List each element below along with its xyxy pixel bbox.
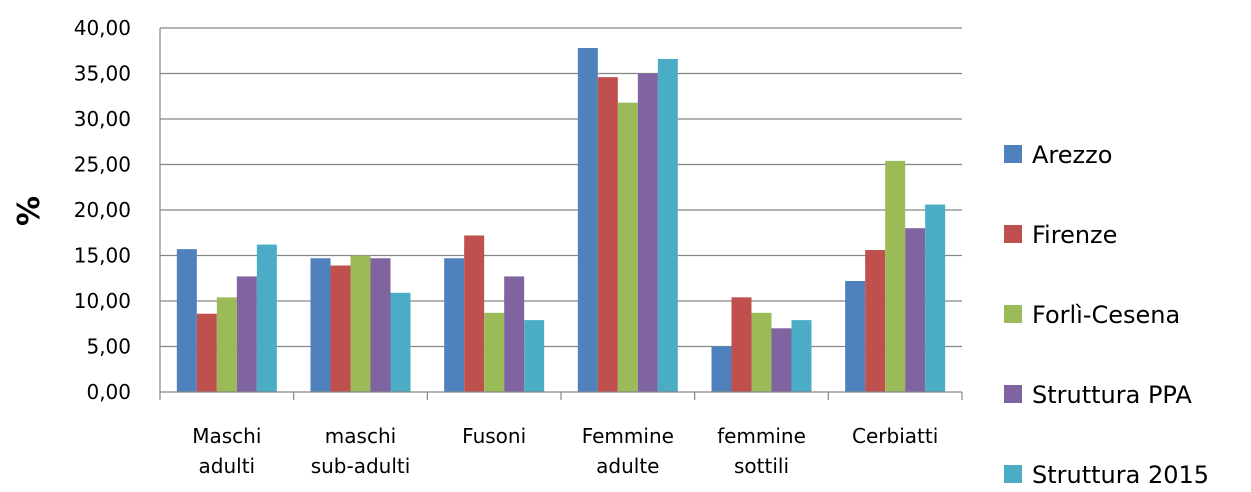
x-category-label: Cerbiatti [852, 424, 938, 448]
x-category-label: femmine sottili [717, 424, 806, 478]
legend-label: Arezzo [1032, 141, 1112, 169]
bar-struttura-ppa-5 [905, 228, 926, 392]
y-tick-label: 40,00 [74, 16, 131, 40]
bar-struttura-ppa-4 [771, 328, 792, 392]
bar-struttura-2015-4 [791, 320, 812, 392]
bar-struttura-ppa-0 [236, 276, 257, 392]
legend-swatch [1004, 385, 1022, 403]
bar-arezzo-2 [444, 258, 465, 392]
x-category-label: maschi sub-adulti [311, 424, 411, 478]
legend-label: Forlì-Cesena [1032, 301, 1180, 329]
y-tick-label: 15,00 [74, 244, 131, 268]
bar-firenze-5 [865, 250, 886, 392]
bar-struttura-2015-3 [657, 58, 678, 392]
bar-arezzo-1 [310, 258, 331, 392]
bar-forl-cesena-4 [751, 312, 772, 392]
bar-struttura-ppa-1 [370, 258, 391, 392]
y-tick-label: 5,00 [86, 335, 131, 359]
bar-firenze-0 [196, 313, 217, 392]
x-category-label: Fusoni [462, 424, 526, 448]
bar-forl-cesena-2 [484, 312, 505, 392]
axes [159, 28, 963, 400]
bar-arezzo-5 [845, 280, 866, 392]
bar-struttura-2015-2 [524, 320, 545, 392]
bar-forl-cesena-3 [617, 102, 638, 393]
bars [176, 48, 946, 393]
legend-label: Struttura 2015 [1032, 461, 1209, 489]
bar-firenze-4 [731, 297, 752, 392]
y-tick-label: 20,00 [74, 198, 131, 222]
bar-arezzo-3 [577, 48, 598, 393]
bar-arezzo-4 [711, 346, 732, 392]
bar-forl-cesena-1 [350, 255, 371, 392]
y-tick-label: 30,00 [74, 107, 131, 131]
y-tick-label: 25,00 [74, 153, 131, 177]
gridlines [160, 27, 962, 348]
y-tick-label: 0,00 [86, 380, 131, 404]
bar-struttura-ppa-2 [504, 276, 525, 392]
bar-arezzo-0 [176, 249, 197, 392]
legend-swatch [1004, 465, 1022, 483]
bar-firenze-1 [330, 265, 351, 392]
legend-swatch [1004, 225, 1022, 243]
legend: Arezzo Firenze Forlì-Cesena Struttura PPA St… [1004, 141, 1209, 489]
bar-firenze-3 [597, 77, 618, 392]
x-category-labels: Maschi adulti maschi sub-adulti Fusoni Femmin… [192, 424, 938, 478]
y-tick-labels: 0,00 5,00 10,00 15,00 20,00 25,00 30,00 35,00 40… [74, 16, 131, 404]
y-axis-label: % [12, 196, 47, 226]
bar-struttura-ppa-3 [637, 73, 658, 392]
legend-label: Firenze [1032, 221, 1117, 249]
bar-forl-cesena-5 [885, 160, 906, 392]
legend-swatch [1004, 305, 1022, 323]
bar-struttura-2015-5 [925, 204, 946, 392]
bar-firenze-2 [464, 235, 485, 392]
bar-struttura-2015-0 [256, 244, 277, 392]
x-category-label: Femmine adulte [582, 424, 674, 478]
bar-struttura-2015-1 [390, 292, 411, 392]
y-tick-label: 10,00 [74, 289, 131, 313]
legend-swatch [1004, 145, 1022, 163]
legend-label: Struttura PPA [1032, 381, 1192, 409]
bar-forl-cesena-0 [216, 297, 237, 392]
y-tick-label: 35,00 [74, 62, 131, 86]
x-category-label: Maschi adulti [192, 424, 261, 478]
